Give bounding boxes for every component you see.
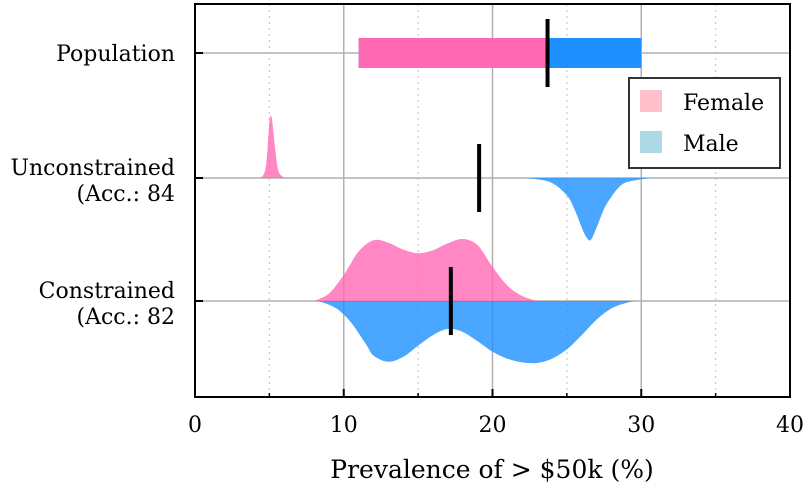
category-label-line: Unconstrained [10, 156, 175, 181]
x-tick-label: 20 [479, 413, 507, 438]
legend-label-female: Female [683, 91, 764, 116]
x-axis-title: Prevalence of > $50k (%) [330, 455, 653, 484]
category-label: Constrained (Acc.: 82 [39, 279, 175, 330]
x-tick-label: 40 [776, 413, 804, 438]
violin-male-1 [522, 178, 652, 241]
legend-swatch-male [640, 131, 662, 153]
plot-area [259, 19, 652, 364]
violin-female-2 [314, 238, 538, 301]
x-tick-label: 30 [627, 413, 655, 438]
violin-female-1 [259, 115, 288, 178]
population-bar-female [358, 38, 548, 68]
violin-male-2 [318, 301, 636, 364]
axis-ticks [194, 52, 791, 397]
category-label: Population [56, 42, 175, 67]
legend-swatch-female [640, 90, 662, 112]
legend-label-male: Male [683, 132, 739, 157]
legend: Female Male [628, 77, 781, 169]
x-tick-label: 10 [330, 413, 358, 438]
x-tick-label: 0 [188, 413, 202, 438]
category-label-line: (Acc.: 82 [76, 305, 175, 330]
category-label: Unconstrained (Acc.: 84 [10, 156, 175, 207]
category-label-line: Constrained [39, 279, 175, 304]
category-label-line: Population [56, 42, 175, 67]
category-label-line: (Acc.: 84 [76, 182, 175, 207]
